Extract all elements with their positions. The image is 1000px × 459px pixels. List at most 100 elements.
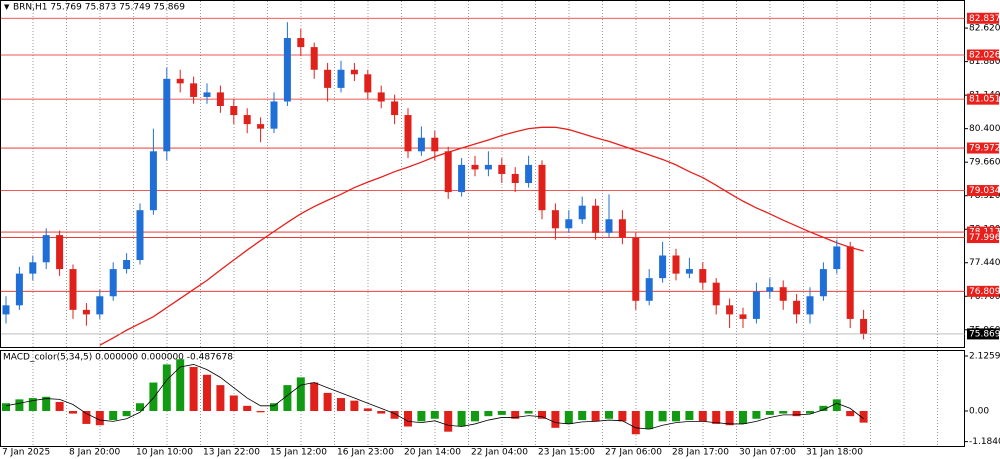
candle-body bbox=[498, 164, 506, 174]
x-tick-label: 7 Jan 2025 bbox=[2, 448, 50, 458]
macd-bar bbox=[55, 401, 64, 411]
menu-arrow[interactable]: ▼ bbox=[4, 3, 10, 11]
x-tick-label: 16 Jan 23:00 bbox=[337, 448, 394, 458]
macd-bar bbox=[283, 385, 292, 411]
macd-bar bbox=[15, 399, 24, 411]
x-tick-label: 27 Jan 06:00 bbox=[605, 448, 662, 458]
macd-frame bbox=[0, 350, 965, 447]
y-tick-label: 81.880 bbox=[969, 57, 1000, 67]
macd-bar bbox=[2, 403, 10, 411]
candle-body bbox=[538, 164, 546, 211]
candle-body bbox=[29, 262, 37, 274]
macd-bar bbox=[337, 398, 345, 411]
candle-body bbox=[270, 101, 278, 129]
candle-body bbox=[417, 137, 425, 152]
x-tick-label: 8 Jan 20:00 bbox=[69, 448, 121, 458]
level-label-box bbox=[967, 232, 999, 244]
candle-body bbox=[82, 309, 90, 315]
macd-bar bbox=[739, 410, 747, 424]
candle-body bbox=[565, 219, 573, 229]
candle-body bbox=[431, 137, 439, 152]
level-label-box bbox=[967, 185, 999, 197]
candle-body bbox=[471, 164, 479, 170]
macd-bar bbox=[109, 410, 118, 421]
macd-bar bbox=[350, 400, 359, 411]
candle-body bbox=[391, 101, 399, 116]
candle-body bbox=[15, 273, 23, 306]
candle-body bbox=[324, 69, 332, 88]
macd-bar bbox=[95, 410, 104, 426]
level-label-box bbox=[967, 142, 999, 154]
candle-body bbox=[618, 219, 626, 238]
x-tick-label: 30 Jan 07:00 bbox=[739, 448, 796, 458]
macd-bar bbox=[524, 410, 533, 414]
candle-body bbox=[364, 74, 372, 93]
candle-body bbox=[310, 47, 318, 70]
macd-bar bbox=[363, 408, 372, 411]
candle-body bbox=[149, 151, 157, 211]
level-label: 76.809 bbox=[969, 287, 1000, 297]
moving-average bbox=[99, 126, 864, 346]
level-label-box bbox=[967, 49, 999, 61]
macd-bar bbox=[511, 410, 520, 419]
macd-bar bbox=[28, 398, 37, 411]
macd-bar bbox=[42, 396, 51, 411]
macd-bar bbox=[591, 410, 600, 422]
level-label-box bbox=[967, 93, 999, 105]
macd-bar bbox=[390, 410, 399, 419]
last-price-label: 75.869 bbox=[969, 329, 1000, 339]
macd-bar bbox=[685, 410, 694, 421]
x-tick-label: 13 Jan 22:00 bbox=[203, 448, 260, 458]
x-tick-label: 28 Jan 17:00 bbox=[672, 448, 729, 458]
candle-body bbox=[42, 235, 50, 263]
candle-body bbox=[806, 296, 814, 315]
macd-bar bbox=[859, 410, 868, 423]
macd-bar bbox=[296, 377, 305, 411]
macd-bar bbox=[658, 410, 667, 422]
y-tick-label: 82.620 bbox=[969, 24, 1000, 34]
macd-bar bbox=[806, 410, 814, 414]
candle-body bbox=[458, 164, 466, 193]
macd-bar bbox=[430, 410, 439, 419]
candle-body bbox=[578, 205, 586, 220]
candle-body bbox=[766, 287, 774, 292]
candle-body bbox=[2, 305, 10, 315]
macd-bar bbox=[832, 399, 841, 411]
macd-bar bbox=[497, 410, 506, 415]
candle-body bbox=[525, 164, 533, 184]
level-label: 82.837 bbox=[969, 14, 1000, 24]
candle-body bbox=[779, 287, 787, 301]
macd-bar bbox=[765, 410, 774, 415]
macd-bar bbox=[377, 410, 386, 414]
candle-body bbox=[190, 83, 198, 97]
x-tick-label: 15 Jan 12:00 bbox=[270, 448, 327, 458]
macd-bar bbox=[792, 410, 801, 417]
candle-body bbox=[337, 69, 345, 88]
macd-bar bbox=[645, 410, 654, 430]
level-label: 82.026 bbox=[969, 50, 1000, 60]
last-price-box bbox=[967, 328, 999, 340]
y-tick-label: 0.00 bbox=[969, 406, 989, 416]
candle-body bbox=[484, 164, 492, 170]
candle-body bbox=[860, 318, 868, 334]
level-label: 77.996 bbox=[969, 233, 1000, 243]
candle-body bbox=[123, 260, 131, 270]
level-label: 79.034 bbox=[969, 186, 1000, 196]
candle-body bbox=[672, 255, 680, 274]
candle-body bbox=[685, 269, 693, 274]
macd-bar bbox=[162, 364, 171, 411]
x-tick-label: 20 Jan 14:00 bbox=[404, 448, 461, 458]
candle-body bbox=[283, 38, 291, 102]
macd-bar bbox=[618, 410, 627, 422]
x-tick-label: 22 Jan 04:00 bbox=[471, 448, 528, 458]
macd-bar bbox=[712, 410, 721, 424]
candle-body bbox=[511, 173, 519, 184]
macd-bar bbox=[846, 410, 855, 417]
macd-bar bbox=[484, 410, 493, 417]
signal-line bbox=[5, 364, 864, 430]
macd-bar bbox=[779, 410, 788, 414]
x-tick-label: 31 Jan 18:00 bbox=[806, 448, 863, 458]
candle-body bbox=[243, 115, 251, 125]
candle-body bbox=[56, 235, 64, 270]
